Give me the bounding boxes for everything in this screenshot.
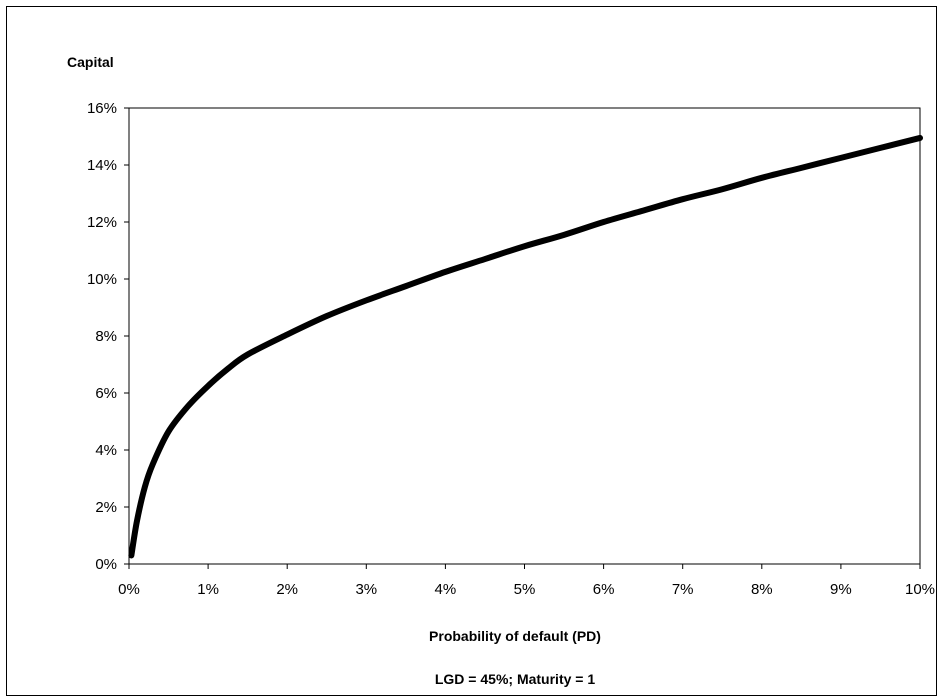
x-tick-label: 6% [593, 581, 615, 598]
y-tick-label: 12% [87, 214, 117, 231]
x-tick-label: 8% [751, 581, 773, 598]
y-axis-label: Capital [67, 54, 114, 70]
plot-area [128, 107, 921, 565]
y-tick-label: 6% [95, 385, 117, 402]
x-tick-label: 0% [118, 581, 140, 598]
y-tick-label: 2% [95, 499, 117, 516]
x-tick-label: 5% [514, 581, 536, 598]
y-axis-ticks: 0% 2% 4% 6% 8% 10% 12% 14% 16% [87, 100, 129, 573]
x-axis-ticks: 0% 1% 2% 3% 4% 5% 6% 7% 8% 9% 10% [118, 564, 935, 598]
series-line [128, 134, 923, 559]
x-tick-label: 7% [672, 581, 694, 598]
y-tick-label: 0% [95, 556, 117, 573]
chart-subtitle: LGD = 45%; Maturity = 1 [435, 671, 595, 687]
x-tick-label: 4% [435, 581, 457, 598]
y-tick-label: 16% [87, 100, 117, 117]
x-tick-label: 1% [197, 581, 219, 598]
x-tick-label: 2% [276, 581, 298, 598]
y-tick-label: 14% [87, 157, 117, 174]
x-axis-label: Probability of default (PD) [429, 628, 601, 644]
x-tick-label: 3% [355, 581, 377, 598]
y-tick-label: 8% [95, 328, 117, 345]
y-tick-label: 4% [95, 442, 117, 459]
x-tick-label: 9% [830, 581, 852, 598]
series-layer [128, 134, 923, 559]
y-tick-label: 10% [87, 271, 117, 288]
x-tick-label: 10% [905, 581, 935, 598]
